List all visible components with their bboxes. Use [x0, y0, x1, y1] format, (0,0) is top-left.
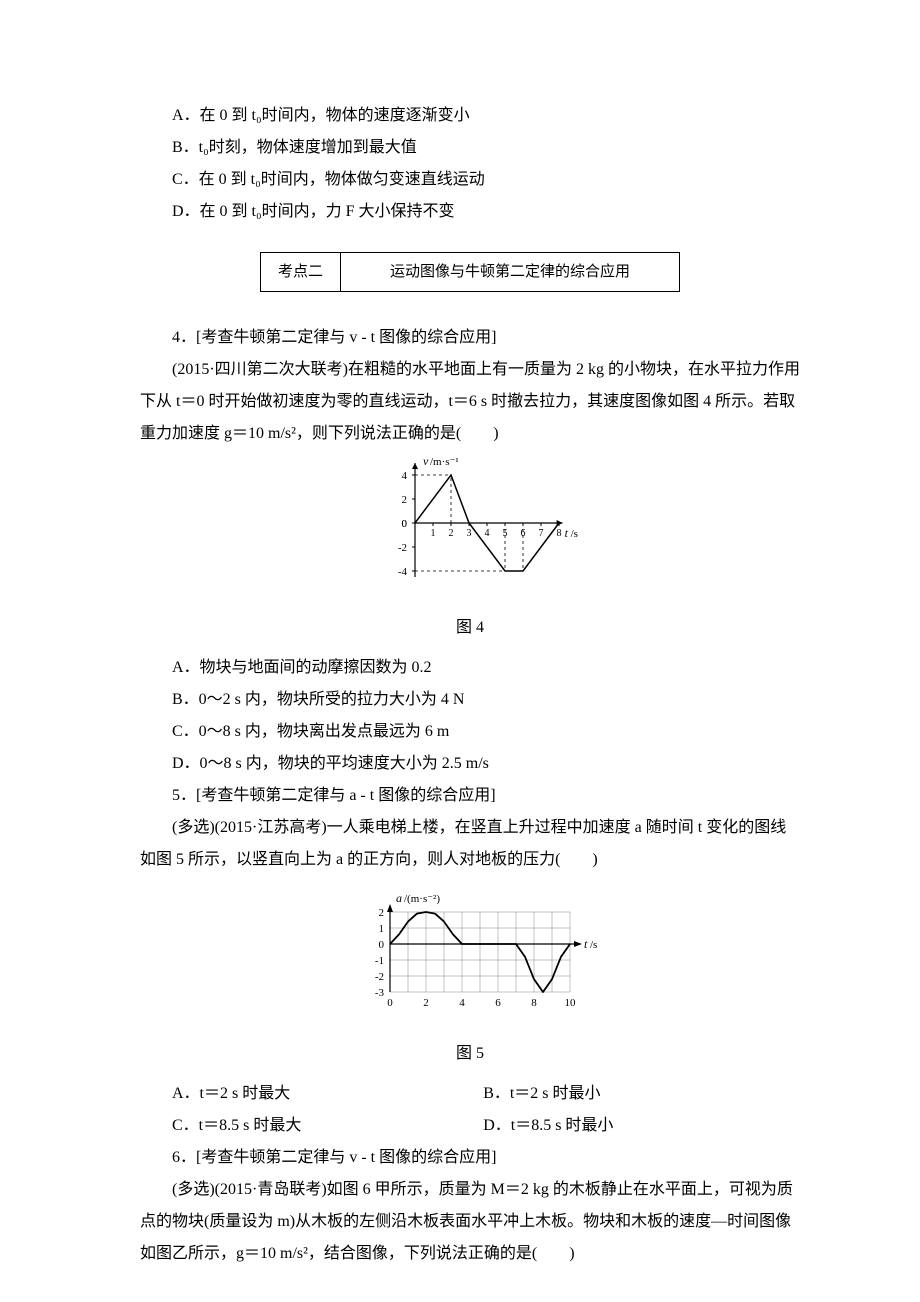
svg-text:2: 2 [379, 907, 385, 919]
svg-text:0: 0 [379, 939, 385, 951]
q5-option-c: C．t＝8.5 s 时最大 [140, 1110, 483, 1142]
q4-figure: -4-2024012345678v/m·s⁻¹t/s [140, 458, 800, 608]
svg-text:v: v [423, 458, 429, 468]
q5-body: (多选)(2015·江苏高考)一人乘电梯上楼，在竖直上升过程中加速度 a 随时间… [140, 812, 800, 876]
svg-text:1: 1 [379, 923, 385, 935]
q4-option-d: D．0～8 s 内，物块的平均速度大小为 2.5 m/s [140, 748, 800, 780]
q5-option-a: A．t＝2 s 时最大 [140, 1078, 483, 1110]
q4-body: (2015·四川第二次大联考)在粗糙的水平地面上有一质量为 2 kg 的小物块，… [140, 354, 800, 450]
q5-caption: 图 5 [140, 1038, 800, 1070]
q6-body: (多选)(2015·青岛联考)如图 6 甲所示，质量为 M＝2 kg 的木板静止… [140, 1174, 800, 1270]
section-title: 运动图像与牛顿第二定律的综合应用 [341, 253, 679, 291]
svg-text:4: 4 [485, 528, 490, 539]
svg-text:10: 10 [565, 997, 577, 1009]
svg-text:2: 2 [449, 528, 454, 539]
q4-option-c: C．0～8 s 内，物块离出发点最远为 6 m [140, 716, 800, 748]
q3-option-a: A．在 0 到 t₀时间内，物体的速度逐渐变小 [140, 100, 800, 132]
svg-text:2: 2 [402, 494, 408, 506]
svg-text:8: 8 [531, 997, 537, 1009]
section-label: 考点二 [261, 253, 341, 291]
section-header: 考点二 运动图像与牛顿第二定律的综合应用 [260, 252, 680, 292]
q6-heading: 6．[考查牛顿第二定律与 v - t 图像的综合应用] [140, 1142, 800, 1174]
q3-option-c: C．在 0 到 t₀时间内，物体做匀变速直线运动 [140, 164, 800, 196]
svg-text:a: a [396, 891, 402, 905]
svg-text:/s: /s [571, 528, 578, 540]
svg-text:-2: -2 [375, 971, 384, 983]
svg-text:8: 8 [557, 528, 562, 539]
svg-text:-1: -1 [375, 955, 384, 967]
svg-text:t: t [584, 937, 588, 951]
svg-text:/(m·s⁻²): /(m·s⁻²) [404, 893, 440, 905]
svg-text:2: 2 [423, 997, 429, 1009]
svg-text:4: 4 [459, 997, 465, 1009]
q4-heading: 4．[考查牛顿第二定律与 v - t 图像的综合应用] [140, 322, 800, 354]
svg-text:t: t [565, 526, 569, 540]
q3-option-d: D．在 0 到 t₀时间内，力 F 大小保持不变 [140, 196, 800, 228]
q4-option-a: A．物块与地面间的动摩擦因数为 0.2 [140, 652, 800, 684]
svg-text:/m·s⁻¹: /m·s⁻¹ [430, 458, 459, 468]
svg-text:-4: -4 [398, 566, 408, 578]
q5-option-d: D．t＝8.5 s 时最小 [483, 1110, 800, 1142]
svg-text:-3: -3 [375, 987, 385, 999]
svg-text:7: 7 [539, 528, 544, 539]
svg-text:0: 0 [387, 997, 393, 1009]
svg-text:3: 3 [467, 528, 472, 539]
svg-text:1: 1 [431, 528, 436, 539]
q5-option-b: B．t＝2 s 时最小 [483, 1078, 800, 1110]
q5-heading: 5．[考查牛顿第二定律与 a - t 图像的综合应用] [140, 780, 800, 812]
q4-caption: 图 4 [140, 612, 800, 644]
svg-text:/s: /s [590, 939, 597, 951]
svg-text:6: 6 [495, 997, 501, 1009]
q4-option-b: B．0～2 s 内，物块所受的拉力大小为 4 N [140, 684, 800, 716]
q3-option-b: B．t₀时刻，物体速度增加到最大值 [140, 132, 800, 164]
svg-text:-2: -2 [398, 542, 407, 554]
svg-text:4: 4 [402, 470, 408, 482]
svg-text:0: 0 [402, 518, 408, 530]
q5-figure: -3 -2 -1 0 1 2 0 2 4 6 8 10 a/(m·s⁻²) t/s [140, 884, 800, 1034]
